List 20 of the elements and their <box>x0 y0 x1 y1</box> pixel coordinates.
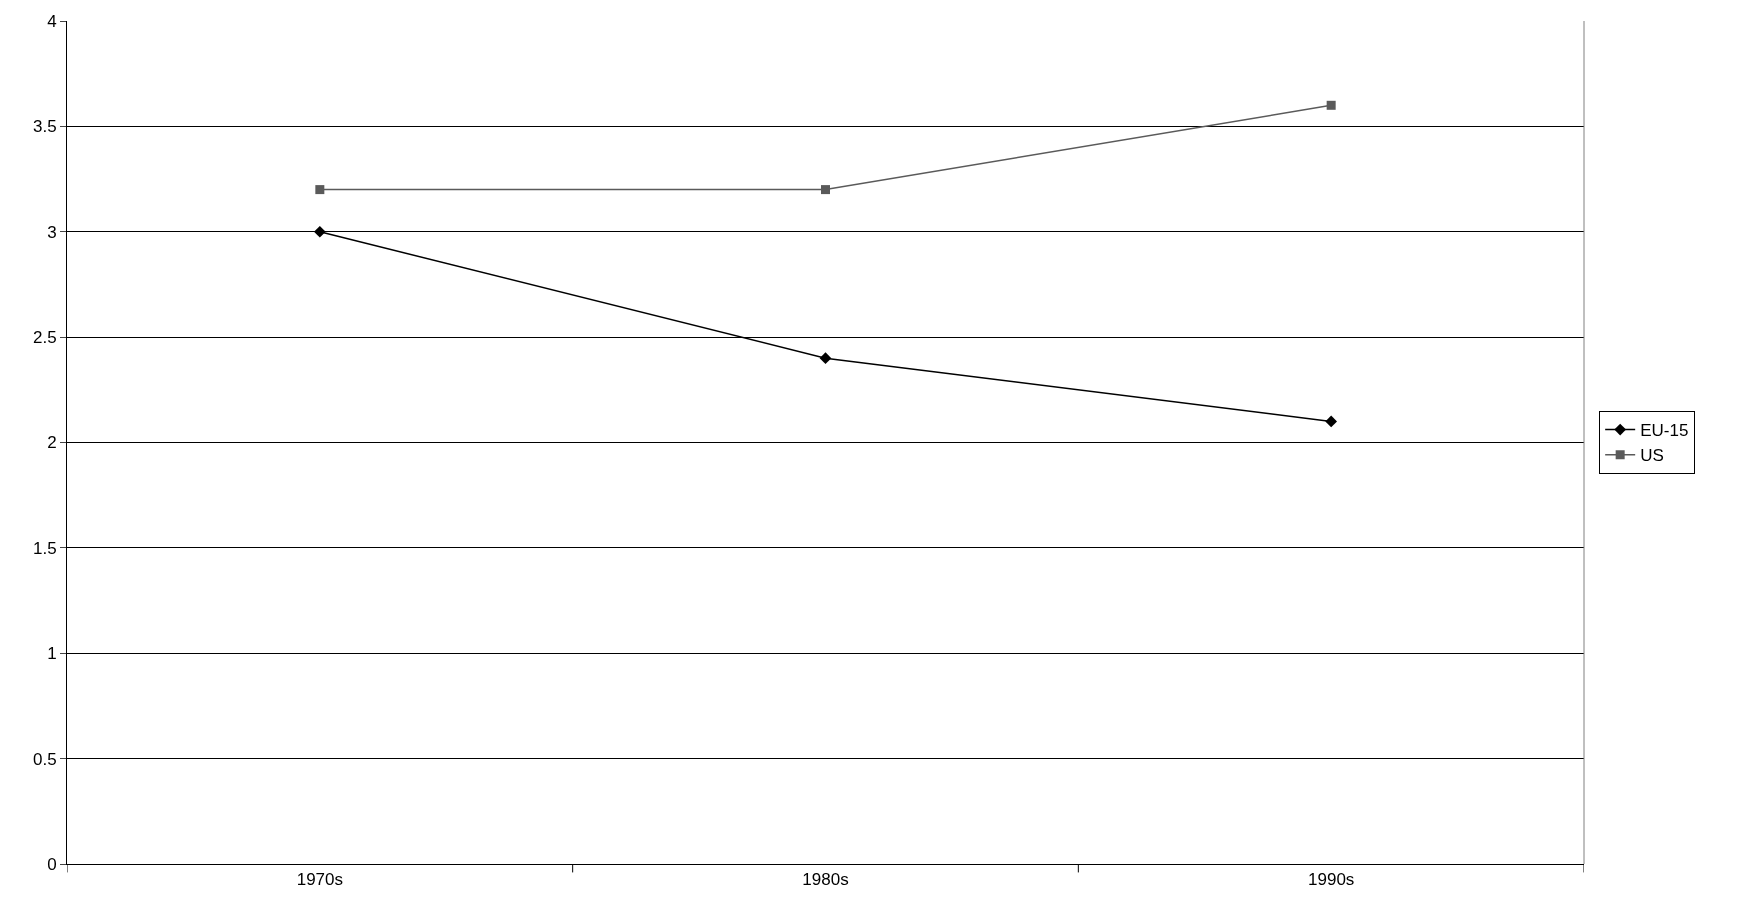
x-tick-label: 1970s <box>296 870 343 890</box>
y-tick-label: 1.5 <box>32 538 57 558</box>
point <box>313 225 326 238</box>
point <box>315 185 325 195</box>
y-tick-label: 2.5 <box>32 328 57 348</box>
point <box>821 185 830 195</box>
point <box>1325 415 1338 428</box>
x-tick-label: 1990s <box>1308 870 1355 890</box>
y-tick-label: 1 <box>47 644 57 664</box>
y-tick-label: 0 <box>47 854 57 874</box>
legend-label: US <box>1640 446 1664 466</box>
y-tick-label: 2 <box>47 433 57 453</box>
y-tick-label: 0.5 <box>32 749 57 769</box>
y-tick-label: 3.5 <box>32 117 57 137</box>
x-tick-label: 1980s <box>802 870 849 890</box>
y-tick-label: 3 <box>47 222 57 242</box>
y-tick-label: 4 <box>47 11 57 31</box>
legend-label: EU-15 <box>1640 421 1689 441</box>
point <box>819 352 832 365</box>
point <box>1326 100 1336 110</box>
